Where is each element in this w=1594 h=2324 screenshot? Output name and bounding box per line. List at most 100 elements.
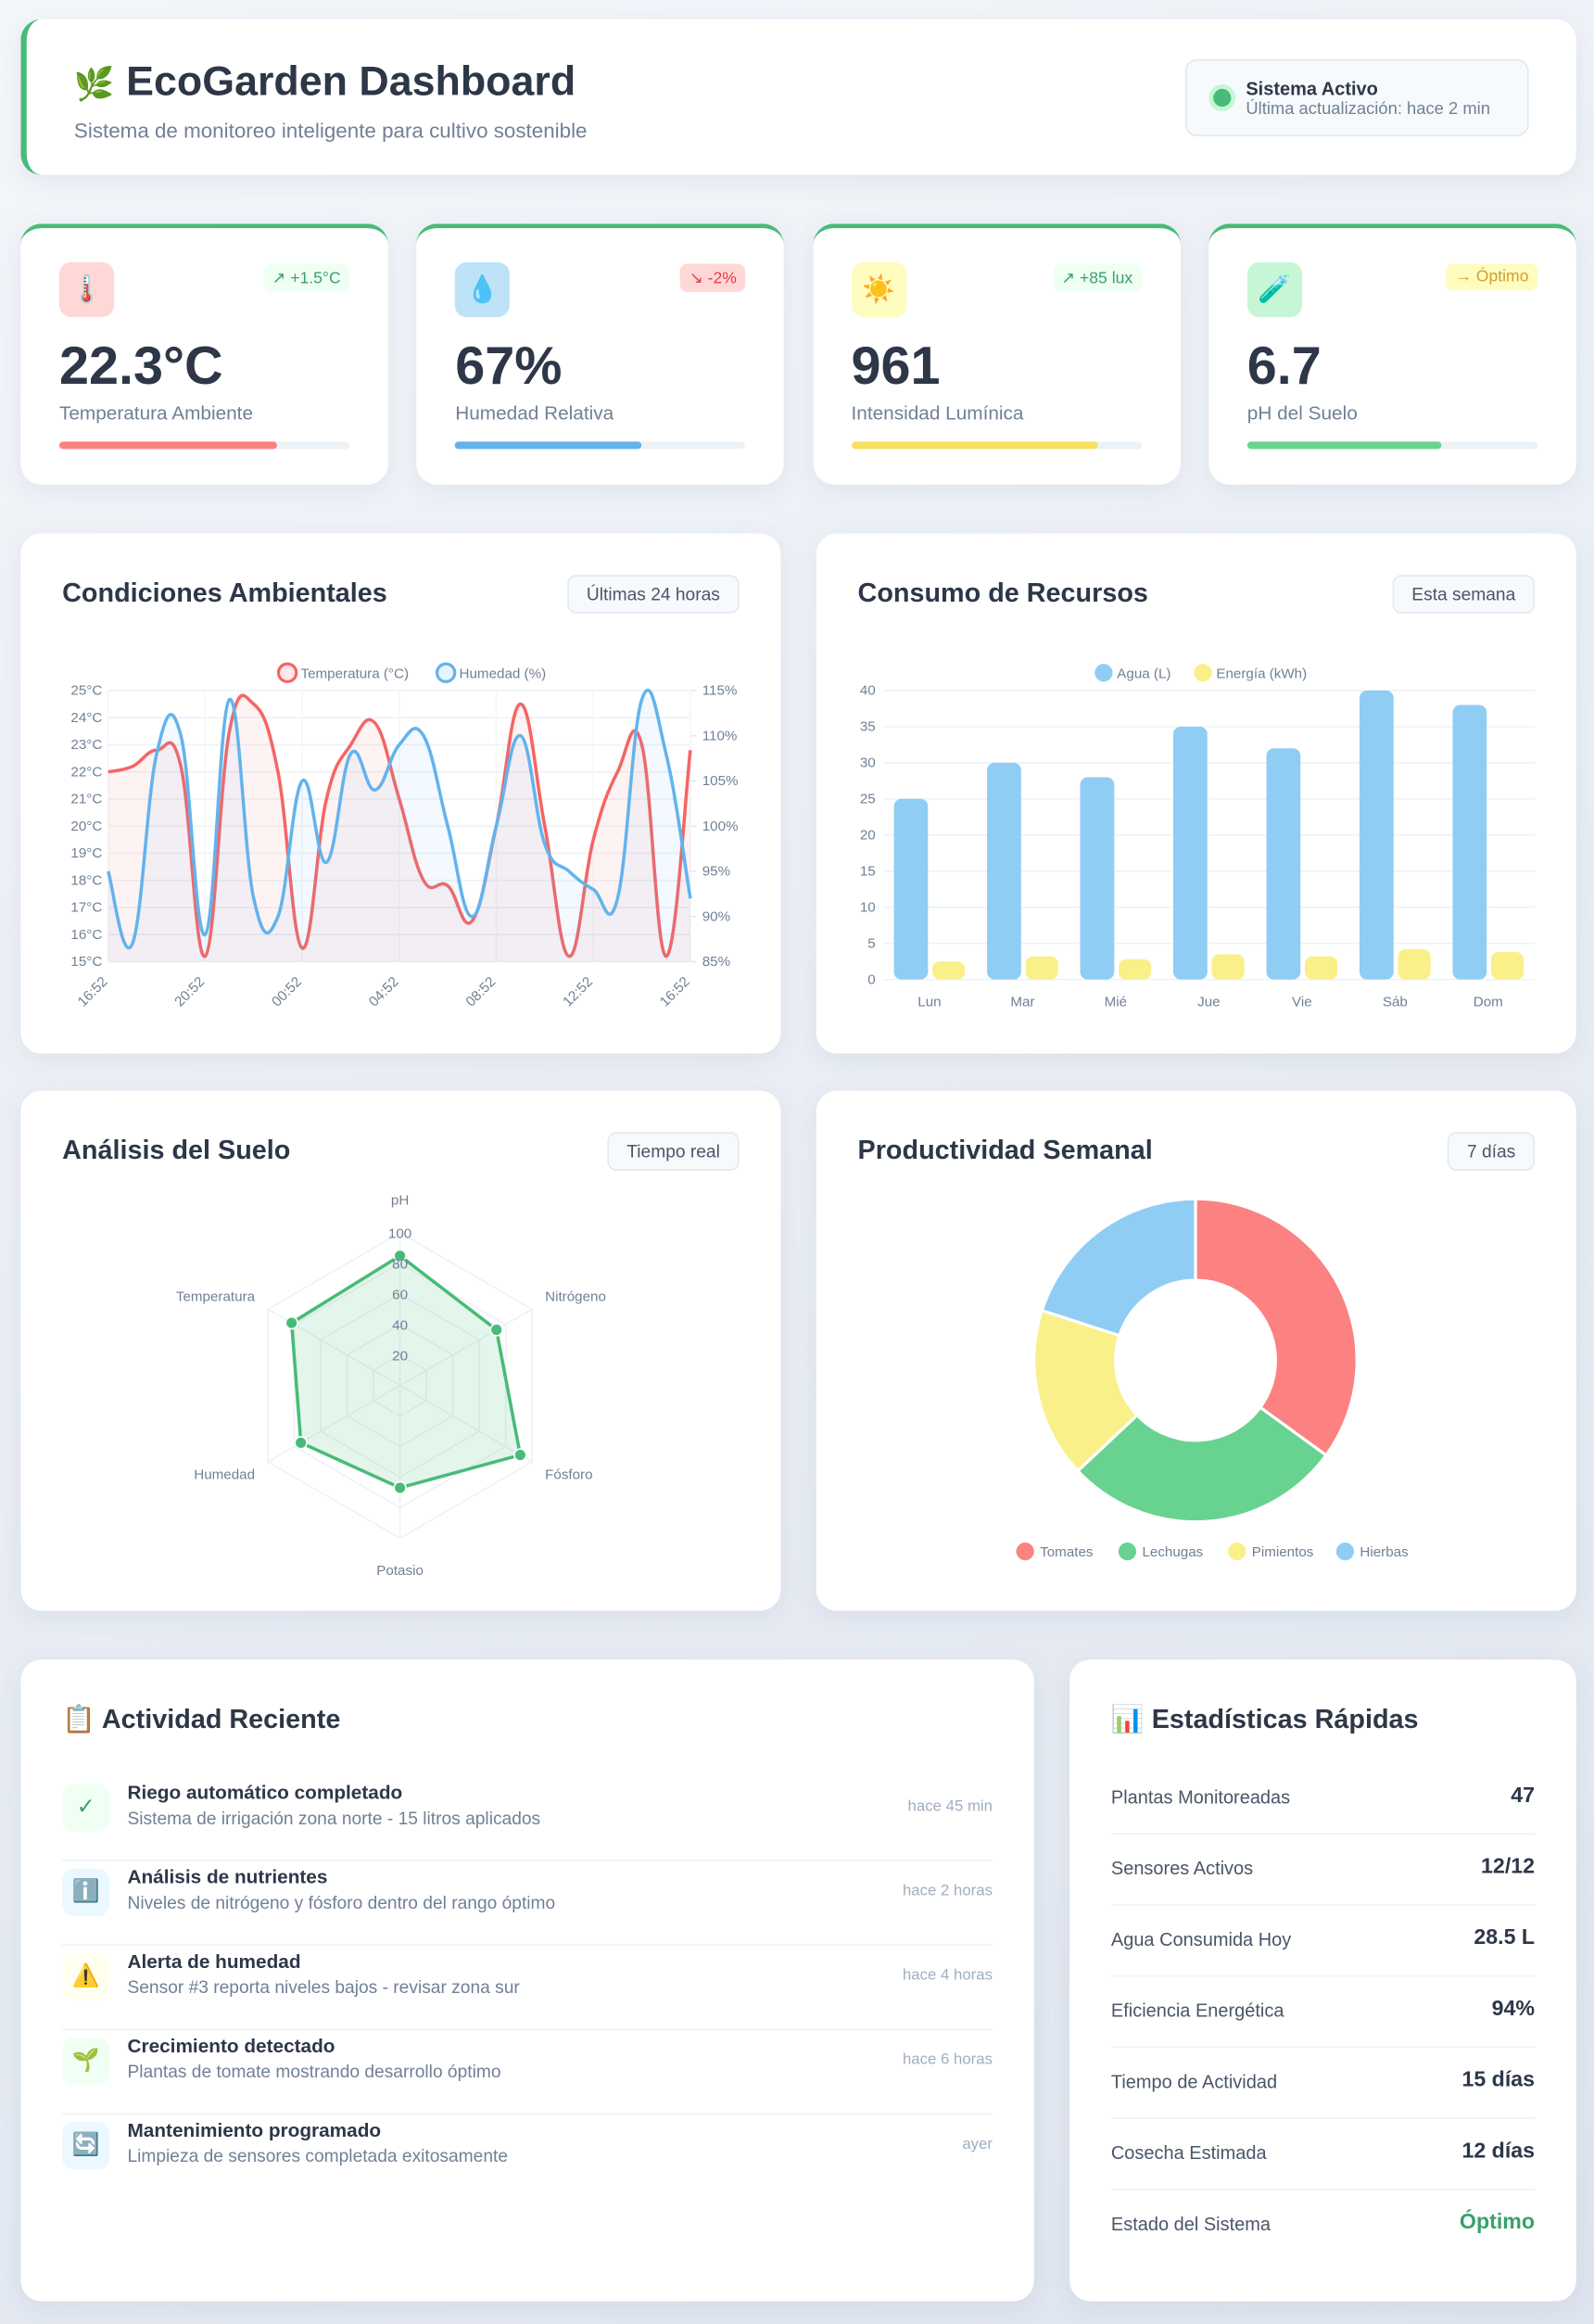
- kpi-change: ↗ +85 lux: [1052, 263, 1142, 292]
- bar: [1491, 952, 1524, 980]
- spoke: [399, 1308, 533, 1387]
- status-dot: [1213, 88, 1232, 108]
- y-tick-label: 20°C: [70, 819, 102, 834]
- r-tick-label: 100: [388, 1226, 411, 1242]
- y2-tick-label: 85%: [702, 954, 730, 970]
- kpi-label: Temperatura Ambiente: [58, 401, 254, 425]
- y-tick-label: 16°C: [70, 927, 102, 943]
- radar-point: [489, 1323, 503, 1337]
- x-tick-label: Vie: [1292, 994, 1312, 1010]
- activity-icon: ⚠️: [62, 1952, 110, 2000]
- y-tick-label: 40: [860, 683, 876, 699]
- stat-value: 94%: [1491, 1997, 1536, 2022]
- y2-tick-label: 95%: [702, 864, 730, 880]
- y-tick-label: 25: [860, 792, 876, 807]
- bar: [1398, 948, 1431, 980]
- stat-label: Agua Consumida Hoy: [1110, 1929, 1292, 1950]
- stat-row: Plantas Monitoreadas 47: [1110, 1762, 1536, 1835]
- chart: 15°C 16°C 17°C 18°C 19°C 20°C 21°C 22°C 23°C 24°C…: [70, 662, 739, 1010]
- kpi-icon: ☀️: [851, 261, 906, 318]
- axis-label: Potasio: [376, 1563, 424, 1579]
- progress-track: [455, 441, 746, 450]
- stat-row: Tiempo de Actividad 15 días: [1110, 2047, 1536, 2119]
- r-tick-label: 80: [392, 1256, 408, 1272]
- stat-value: 15 días: [1461, 2068, 1536, 2093]
- activity-item-title: Alerta de humedad: [127, 1949, 301, 1973]
- kpi-value: 22.3°C: [58, 335, 223, 396]
- chart-card: Productividad Semanal 7 días Tomates Lechug…: [816, 1090, 1576, 1611]
- x-tick-label: 16:52: [657, 974, 693, 1010]
- stat-row: Eficiencia Energética 94%: [1110, 1975, 1536, 2049]
- status-box: Sistema Activo Última actualización: hac…: [1184, 58, 1529, 137]
- bar: [1173, 726, 1208, 980]
- series-area: [108, 690, 690, 962]
- x-tick-label: 08:52: [462, 974, 499, 1010]
- activity-item: ✓ Riego automático completado Sistema de i…: [62, 1775, 993, 1861]
- activity-time: hace 45 min: [907, 1797, 993, 1816]
- y-tick-label: 0: [867, 972, 875, 987]
- stats-card: 📊 Estadísticas Rápidas Plantas Monitoread…: [1069, 1659, 1576, 2302]
- activity-item-title: Análisis de nutrientes: [127, 1865, 328, 1888]
- header-title: EcoGarden Dashboard: [126, 57, 576, 104]
- chart-badge: Tiempo real: [607, 1132, 740, 1171]
- activity-icon: ✓: [62, 1784, 110, 1832]
- activity-icon: 🔄: [62, 2122, 110, 2170]
- legend-label: Pimientos: [1252, 1544, 1314, 1560]
- legend-marker: [1228, 1543, 1246, 1561]
- x-tick-label: 20:52: [171, 974, 208, 1010]
- stat-label: Eficiencia Energética: [1110, 2000, 1284, 2022]
- y-tick-label: 24°C: [70, 710, 102, 726]
- y-tick-label: 35: [860, 719, 876, 735]
- y-tick-label: 5: [867, 935, 875, 951]
- radar-point: [393, 1480, 407, 1495]
- kpi-change: ↘ -2%: [680, 263, 746, 292]
- bar: [1119, 959, 1152, 980]
- doughnut-slice: [1032, 1308, 1140, 1473]
- kpi-value: 6.7: [1246, 335, 1322, 396]
- legend-marker: [276, 662, 298, 683]
- chart: Tomates Lechugas Pimientos Hierbas: [1016, 1197, 1409, 1561]
- chart: 0 5 10 15 20 25 30 35 40 Lun Mar Mié Jue Vie Sáb Dom Agu…: [860, 664, 1536, 1010]
- stat-row: Sensores Activos 12/12: [1110, 1833, 1536, 1906]
- axis-label: Humedad: [194, 1467, 255, 1482]
- kpi-card: 🌡️ ↗ +1.5°C 22.3°C Temperatura Ambiente: [20, 223, 388, 485]
- header-card: 🌿 EcoGarden Dashboard Sistema de monitor…: [20, 19, 1576, 175]
- y-tick-label: 21°C: [70, 792, 102, 807]
- bar: [1025, 956, 1058, 980]
- chart: pH Nitrógeno Fósforo Potasio Humedad Temperat…: [176, 1193, 606, 1580]
- kpi-icon: 💧: [455, 261, 511, 318]
- legend-label: Energía (kWh): [1216, 666, 1307, 681]
- progress-bar: [851, 441, 1098, 450]
- r-tick-label: 20: [392, 1348, 408, 1364]
- doughnut-slice: [1040, 1197, 1197, 1338]
- activity-card: 📋 Actividad Reciente ✓ Riego automático co…: [20, 1659, 1034, 2302]
- bar: [932, 961, 966, 980]
- y-tick-label: 10: [860, 899, 876, 915]
- stat-value: 12/12: [1481, 1855, 1536, 1879]
- activity-description: Plantas de tomate mostrando desarrollo ó…: [127, 2061, 501, 2082]
- chart-title: Productividad Semanal: [857, 1135, 1153, 1165]
- spoke: [399, 1384, 533, 1463]
- kpi-card: 🧪 → Óptimo 6.7 pH del Suelo: [1208, 223, 1576, 485]
- activity-time: hace 2 horas: [902, 1882, 993, 1900]
- y-tick-label: 18°C: [70, 872, 102, 888]
- y-tick-label: 25°C: [70, 683, 102, 699]
- activity-time: ayer: [962, 2135, 993, 2153]
- doughnut-slice: [1194, 1197, 1359, 1458]
- progress-track: [1246, 441, 1538, 450]
- series-line: [107, 688, 692, 949]
- y-tick-label: 15°C: [70, 954, 102, 970]
- status-updated: Última actualización: hace 2 min: [1246, 100, 1490, 119]
- activity-item: 🔄 Mantenimiento programado Limpieza de sen…: [62, 2113, 993, 2197]
- kpi-change: → Óptimo: [1446, 263, 1538, 291]
- activity-item: ℹ️ Análisis de nutrientes Niveles de nitró…: [62, 1860, 993, 1946]
- bar: [1080, 777, 1115, 980]
- activity-item: ⚠️ Alerta de humedad Sensor #3 reporta niv…: [62, 1944, 993, 2030]
- stats-title: 📊 Estadísticas Rápidas: [1110, 1704, 1419, 1734]
- radar-point: [393, 1249, 407, 1263]
- axis-label: Fósforo: [545, 1467, 592, 1482]
- activity-time: hace 6 horas: [902, 2051, 993, 2069]
- progress-track: [851, 441, 1142, 450]
- chart-title: Análisis del Suelo: [62, 1135, 291, 1165]
- y2-tick-label: 110%: [702, 728, 738, 743]
